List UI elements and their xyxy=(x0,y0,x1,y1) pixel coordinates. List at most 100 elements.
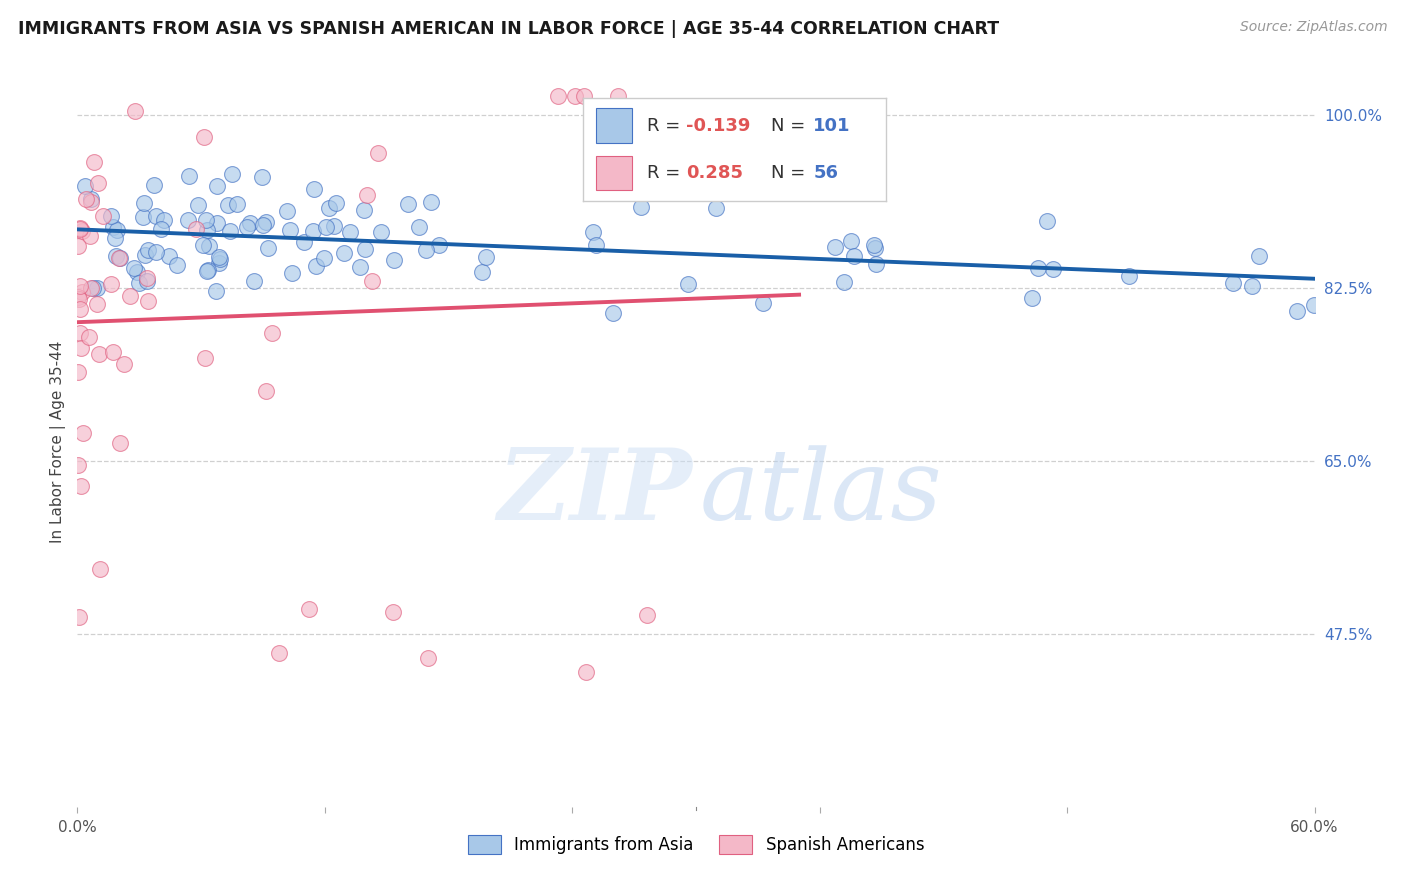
Point xyxy=(254,384,277,399)
Point xyxy=(1118,268,1140,283)
Point xyxy=(128,276,150,290)
Point xyxy=(217,198,239,212)
Point xyxy=(79,280,101,294)
Point xyxy=(205,216,228,230)
Point xyxy=(195,213,218,227)
Point xyxy=(179,169,201,183)
Point xyxy=(69,326,91,340)
Point xyxy=(205,284,228,298)
Point xyxy=(89,561,111,575)
Point xyxy=(333,245,356,260)
Point xyxy=(195,223,218,237)
Point xyxy=(564,88,586,103)
Point xyxy=(208,252,231,266)
Bar xyxy=(596,108,631,144)
Text: 0.285: 0.285 xyxy=(686,164,744,182)
Point xyxy=(236,220,259,235)
Point xyxy=(475,251,498,265)
Point xyxy=(69,292,91,306)
Text: N =: N = xyxy=(770,117,811,135)
Point xyxy=(145,209,167,223)
Point xyxy=(73,178,96,193)
Point xyxy=(132,195,155,210)
Point xyxy=(107,252,129,266)
Text: IMMIGRANTS FROM ASIA VS SPANISH AMERICAN IN LABOR FORCE | AGE 35-44 CORRELATION : IMMIGRANTS FROM ASIA VS SPANISH AMERICAN… xyxy=(18,20,1000,37)
Point xyxy=(207,256,229,270)
Point xyxy=(353,202,375,217)
Point xyxy=(135,270,157,285)
Point xyxy=(834,275,856,289)
Point xyxy=(70,479,93,493)
Point xyxy=(269,646,291,660)
Point xyxy=(863,238,886,252)
Point xyxy=(70,223,93,237)
Point xyxy=(256,242,278,256)
Point xyxy=(844,248,866,262)
Point xyxy=(262,326,284,341)
Point xyxy=(145,244,167,259)
Point xyxy=(112,357,135,371)
Point xyxy=(1286,304,1309,318)
Point xyxy=(80,193,103,207)
Point xyxy=(166,258,188,272)
Text: R =: R = xyxy=(647,164,686,182)
Point xyxy=(72,285,94,299)
Point xyxy=(77,330,100,344)
Point xyxy=(349,260,371,275)
Point xyxy=(86,280,108,294)
Text: N =: N = xyxy=(770,164,811,182)
Point xyxy=(132,210,155,224)
Point xyxy=(221,167,243,181)
Point xyxy=(86,297,108,311)
Point xyxy=(72,425,94,440)
Point xyxy=(80,194,103,209)
Point xyxy=(187,198,209,212)
Point xyxy=(219,224,242,238)
Point xyxy=(239,216,262,230)
Point xyxy=(1222,277,1244,291)
Point xyxy=(124,104,146,119)
Point xyxy=(1302,297,1324,311)
Point xyxy=(101,219,124,234)
Point xyxy=(381,605,404,619)
Point xyxy=(67,609,90,624)
Point xyxy=(69,301,91,316)
Point xyxy=(356,187,378,202)
Point xyxy=(276,203,298,218)
Point xyxy=(122,260,145,275)
Point xyxy=(250,169,273,184)
Point xyxy=(865,257,887,271)
Point xyxy=(415,243,437,257)
Point xyxy=(841,234,863,248)
Point xyxy=(87,177,110,191)
Point xyxy=(318,201,340,215)
Point xyxy=(602,306,624,320)
Point xyxy=(418,650,440,665)
Point xyxy=(79,228,101,243)
Point xyxy=(585,237,607,252)
Point xyxy=(1026,261,1049,276)
Legend: Immigrants from Asia, Spanish Americans: Immigrants from Asia, Spanish Americans xyxy=(461,829,931,861)
Point xyxy=(69,341,91,355)
Text: R =: R = xyxy=(647,117,686,135)
Point xyxy=(69,222,91,236)
Point xyxy=(193,130,215,145)
Point xyxy=(367,145,389,160)
Point xyxy=(105,249,128,263)
Point xyxy=(195,264,218,278)
Point xyxy=(89,347,111,361)
Point xyxy=(197,263,219,277)
Bar xyxy=(596,155,631,190)
Point xyxy=(298,602,321,616)
Point xyxy=(323,219,346,233)
Point xyxy=(396,197,419,211)
Point xyxy=(197,239,219,253)
Y-axis label: In Labor Force | Age 35-44: In Labor Force | Age 35-44 xyxy=(51,341,66,542)
Point xyxy=(118,289,141,303)
Point xyxy=(157,249,180,263)
Point xyxy=(572,88,595,103)
Point xyxy=(314,251,336,265)
Point xyxy=(315,220,337,235)
Point xyxy=(127,265,149,279)
Text: 101: 101 xyxy=(813,117,851,135)
